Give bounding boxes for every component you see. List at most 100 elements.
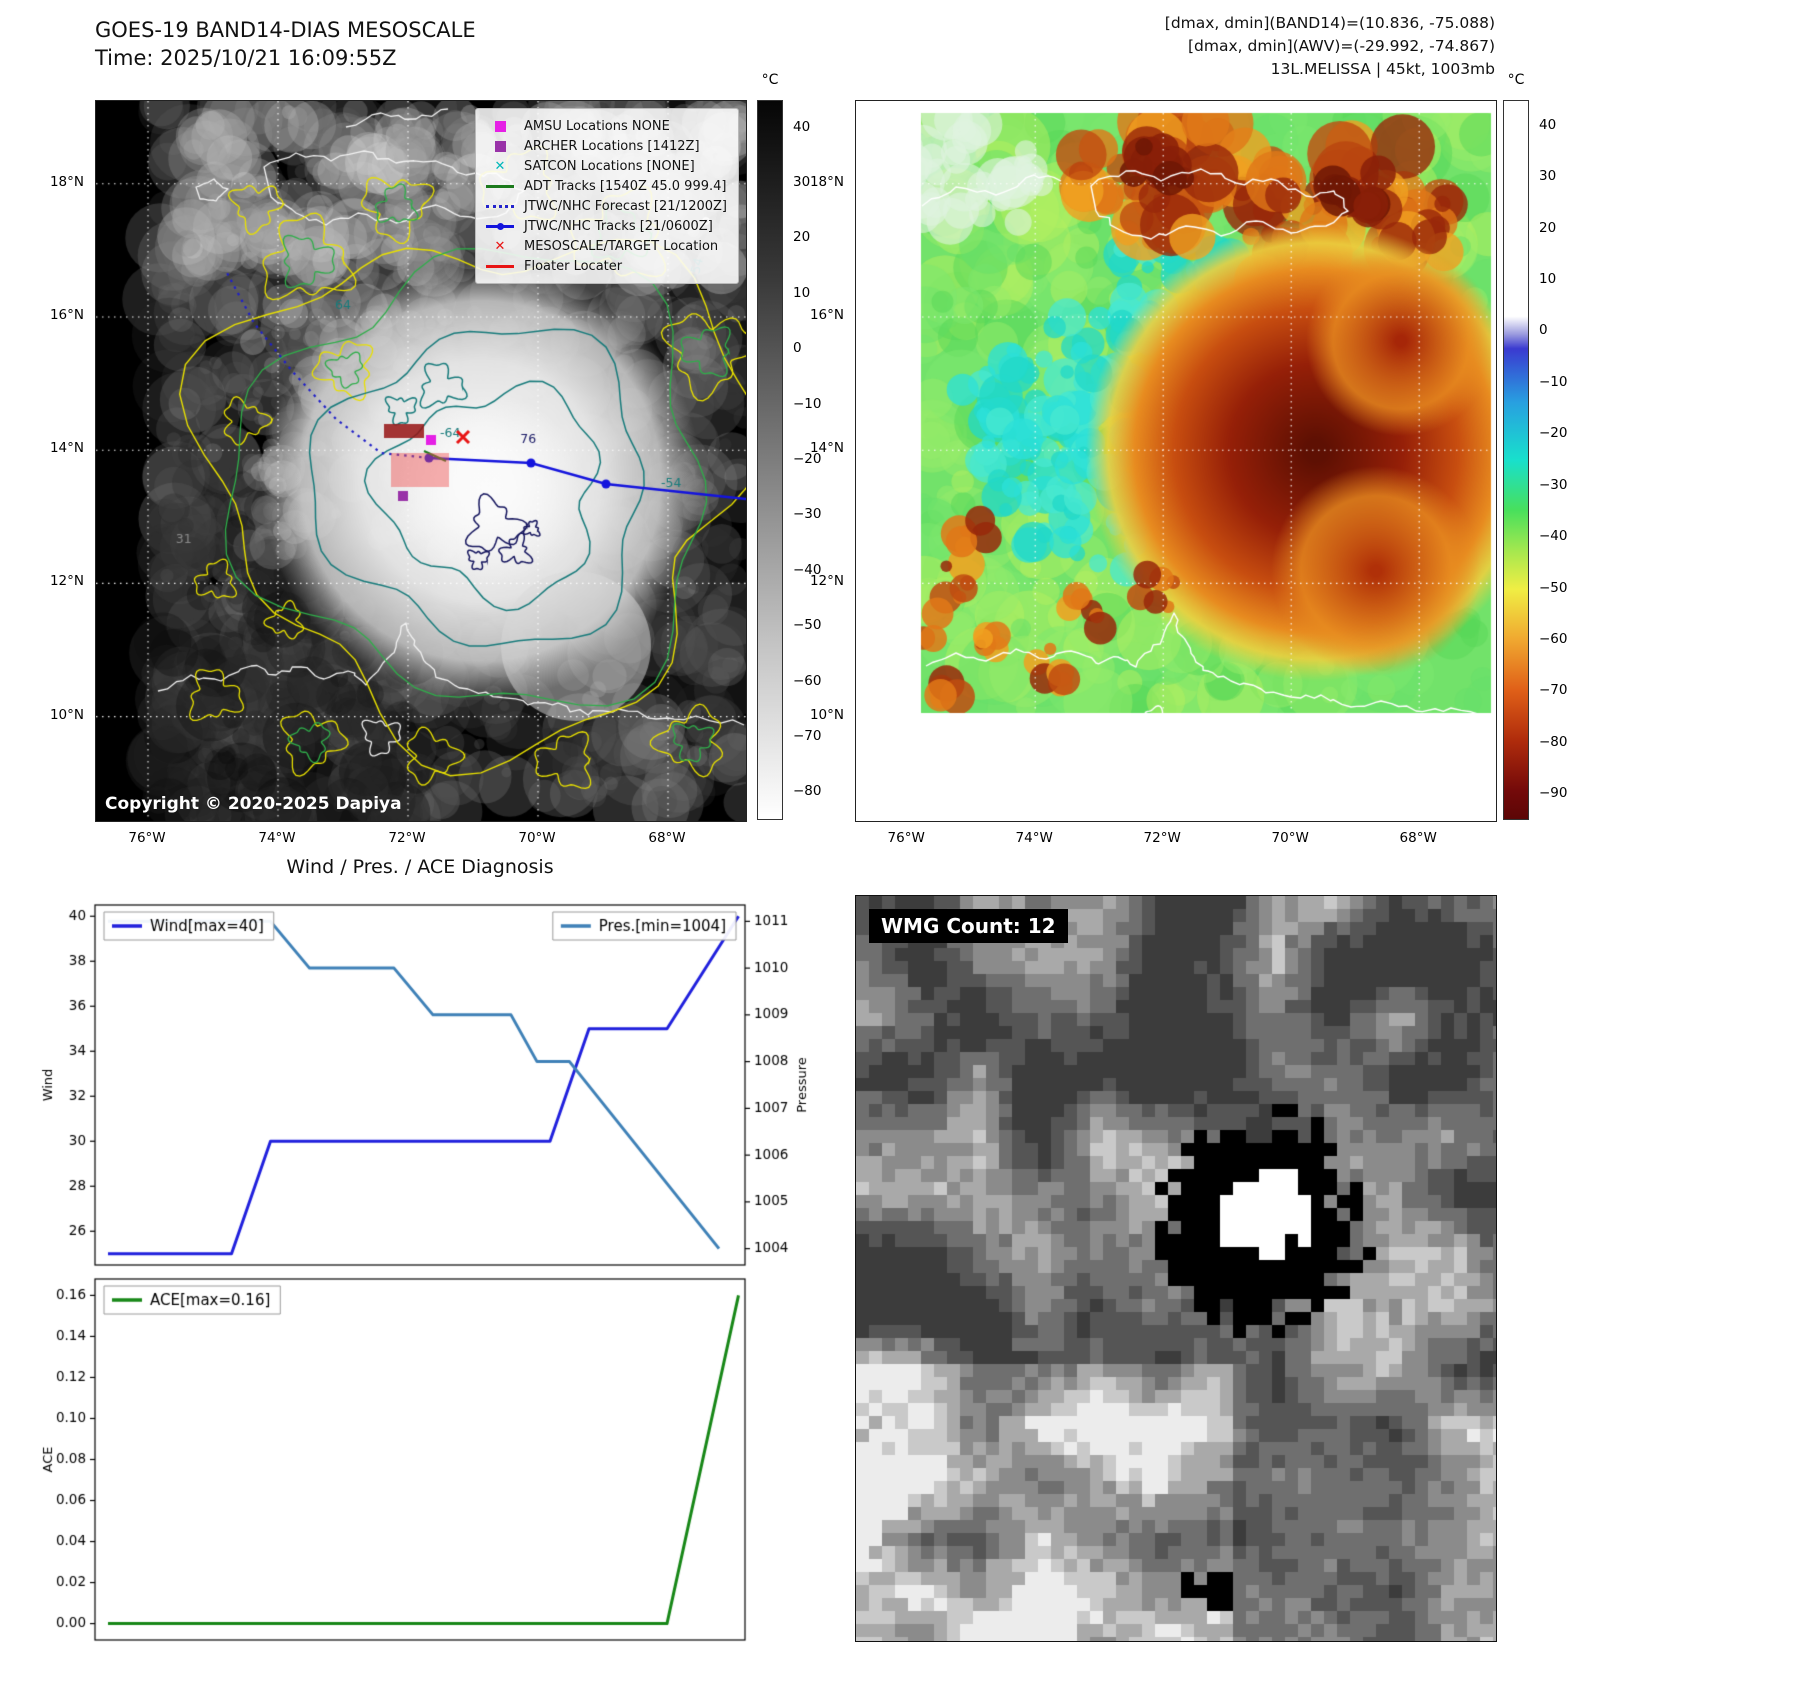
colorbar-tick-label: −50 bbox=[1539, 579, 1568, 596]
square-legend-marker bbox=[485, 140, 515, 152]
lat-tick-label: 18°N bbox=[49, 173, 84, 190]
lon-tick-label: 70°W bbox=[518, 830, 556, 846]
legend-item-label: SATCON Locations [NONE] bbox=[524, 158, 695, 174]
colorbar-tick-label: 40 bbox=[793, 118, 811, 135]
legend-item: ARCHER Locations [1412Z] bbox=[485, 136, 727, 156]
band14-title: GOES-19 BAND14-DIAS MESOSCALE bbox=[95, 18, 476, 42]
lat-tick-label: 12°N bbox=[809, 573, 844, 590]
band14-map: AMSU Locations NONE ARCHER Locations [141… bbox=[95, 100, 747, 822]
band14-colorbar-ticks: 40 30 20 10 0 −10 −20 −30 −40 −50 −60 −70 −80 bbox=[789, 100, 831, 820]
awv-lat-axis: 18°N 16°N 14°N 12°N 10°N bbox=[798, 100, 850, 820]
colorbar-tick-label: −80 bbox=[1539, 733, 1568, 750]
colorbar-tick-label: −60 bbox=[1539, 631, 1568, 647]
colorbar-tick-label: 20 bbox=[793, 229, 811, 246]
awv-colorbar-ticks: 40 30 20 10 0 −10 −20 −30 −40 −50 −60 −70 −80 −90 bbox=[1535, 100, 1580, 820]
legend-item: ✕ SATCON Locations [NONE] bbox=[485, 156, 727, 176]
legend-item: ✕ MESOSCALE/TARGET Location bbox=[485, 236, 727, 256]
band14-colorbar bbox=[757, 100, 783, 820]
xmark-legend-marker: ✕ bbox=[494, 238, 506, 254]
lat-tick-label: 12°N bbox=[49, 573, 84, 590]
band14-colorbar-unit: °C bbox=[761, 72, 779, 88]
wmg-panel: WMG Count: 12 bbox=[855, 895, 1497, 1642]
lat-tick-label: 16°N bbox=[809, 307, 844, 323]
xmark-legend-marker: ✕ bbox=[494, 158, 506, 174]
colorbar-tick-label: −10 bbox=[793, 395, 822, 412]
colorbar-tick-label: 0 bbox=[793, 340, 802, 357]
ace-chart bbox=[30, 1272, 840, 1654]
colorbar-tick-label: −30 bbox=[793, 506, 822, 523]
awv-satellite-image bbox=[856, 101, 1496, 821]
wmg-image bbox=[856, 896, 1496, 1641]
band14-copyright: Copyright © 2020-2025 Dapiya bbox=[105, 794, 402, 814]
band14-lat-axis: 18°N 16°N 14°N 12°N 10°N bbox=[34, 100, 90, 820]
lon-tick-label: 72°W bbox=[388, 830, 426, 846]
lat-tick-label: 18°N bbox=[809, 173, 844, 190]
lon-tick-label: 76°W bbox=[887, 830, 925, 846]
legend-item-label: Floater Locater bbox=[524, 258, 623, 274]
colorbar-tick-label: −30 bbox=[1539, 476, 1568, 493]
wmg-count-label: WMG Count: 12 bbox=[869, 909, 1068, 943]
awv-map bbox=[855, 100, 1497, 822]
colorbar-tick-label: 40 bbox=[1539, 116, 1557, 133]
legend-item-label: JTWC/NHC Tracks [21/0600Z] bbox=[524, 218, 713, 234]
legend-item: JTWC/NHC Forecast [21/1200Z] bbox=[485, 196, 727, 216]
awv-colorbar bbox=[1503, 100, 1529, 820]
lon-tick-label: 72°W bbox=[1143, 830, 1181, 846]
square-legend-marker bbox=[485, 120, 515, 132]
lon-tick-label: 74°W bbox=[1015, 830, 1053, 846]
lon-tick-label: 68°W bbox=[1399, 830, 1437, 846]
legend-item: AMSU Locations NONE bbox=[485, 116, 727, 136]
colorbar-tick-label: −20 bbox=[1539, 425, 1568, 442]
legend-item: JTWC/NHC Tracks [21/0600Z] bbox=[485, 216, 727, 236]
legend-item-label: JTWC/NHC Forecast [21/1200Z] bbox=[524, 198, 727, 214]
dotted-legend-marker bbox=[485, 204, 515, 208]
colorbar-tick-label: −70 bbox=[1539, 682, 1568, 699]
lat-tick-label: 14°N bbox=[809, 440, 844, 457]
colorbar-tick-label: −40 bbox=[1539, 528, 1568, 545]
legend-item-label: ARCHER Locations [1412Z] bbox=[524, 138, 700, 154]
lon-tick-label: 74°W bbox=[258, 830, 296, 846]
lon-tick-label: 68°W bbox=[648, 830, 686, 846]
colorbar-tick-label: −10 bbox=[1539, 373, 1568, 390]
colorbar-tick-label: −50 bbox=[793, 617, 822, 634]
legend-item-label: MESOSCALE/TARGET Location bbox=[524, 238, 719, 254]
diagnosis-title: Wind / Pres. / ACE Diagnosis bbox=[286, 856, 554, 878]
awv-header: [dmax, dmin](BAND14)=(10.836, -75.088) [… bbox=[995, 12, 1495, 81]
lat-tick-label: 16°N bbox=[49, 307, 84, 323]
band14-subtitle: Time: 2025/10/21 16:09:55Z bbox=[95, 46, 397, 70]
colorbar-tick-label: −80 bbox=[793, 783, 822, 800]
lon-tick-label: 76°W bbox=[128, 830, 166, 846]
colorbar-tick-label: −60 bbox=[793, 672, 822, 689]
colorbar-tick-label: 10 bbox=[793, 284, 811, 301]
colorbar-tick-label: 0 bbox=[1539, 322, 1548, 339]
awv-lon-axis: 76°W 74°W 72°W 70°W 68°W bbox=[855, 828, 1495, 848]
wind-pressure-chart bbox=[30, 888, 840, 1270]
colorbar-tick-label: 30 bbox=[793, 174, 811, 191]
legend-item: ADT Tracks [1540Z 45.0 999.4] bbox=[485, 176, 727, 196]
legend-item-label: ADT Tracks [1540Z 45.0 999.4] bbox=[524, 178, 727, 194]
lat-tick-label: 10°N bbox=[49, 706, 84, 723]
awv-colorbar-unit: °C bbox=[1507, 72, 1525, 88]
band14-title-block: GOES-19 BAND14-DIAS MESOSCALE Time: 2025… bbox=[95, 16, 476, 72]
colorbar-tick-label: 20 bbox=[1539, 219, 1557, 236]
line-legend-marker bbox=[485, 264, 515, 268]
colorbar-tick-label: −70 bbox=[793, 727, 822, 744]
line-legend-marker bbox=[485, 184, 515, 188]
band14-lon-axis: 76°W 74°W 72°W 70°W 68°W bbox=[95, 828, 745, 848]
lat-tick-label: 10°N bbox=[809, 706, 844, 723]
band14-legend: AMSU Locations NONE ARCHER Locations [141… bbox=[475, 108, 739, 284]
colorbar-tick-label: −90 bbox=[1539, 785, 1568, 802]
lat-tick-label: 14°N bbox=[49, 440, 84, 457]
colorbar-tick-label: −20 bbox=[793, 451, 822, 467]
awv-header-line2: [dmax, dmin](AWV)=(-29.992, -74.867) bbox=[1188, 37, 1495, 55]
lon-tick-label: 70°W bbox=[1271, 830, 1309, 846]
awv-header-line1: [dmax, dmin](BAND14)=(10.836, -75.088) bbox=[1164, 14, 1495, 32]
colorbar-tick-label: 10 bbox=[1539, 271, 1557, 287]
legend-item-label: AMSU Locations NONE bbox=[524, 118, 670, 134]
awv-header-line3: 13L.MELISSA | 45kt, 1003mb bbox=[1270, 60, 1495, 78]
legend-item: Floater Locater bbox=[485, 256, 727, 276]
line-dot-legend-marker bbox=[485, 221, 515, 231]
colorbar-tick-label: 30 bbox=[1539, 168, 1557, 185]
colorbar-tick-label: −40 bbox=[793, 561, 822, 578]
